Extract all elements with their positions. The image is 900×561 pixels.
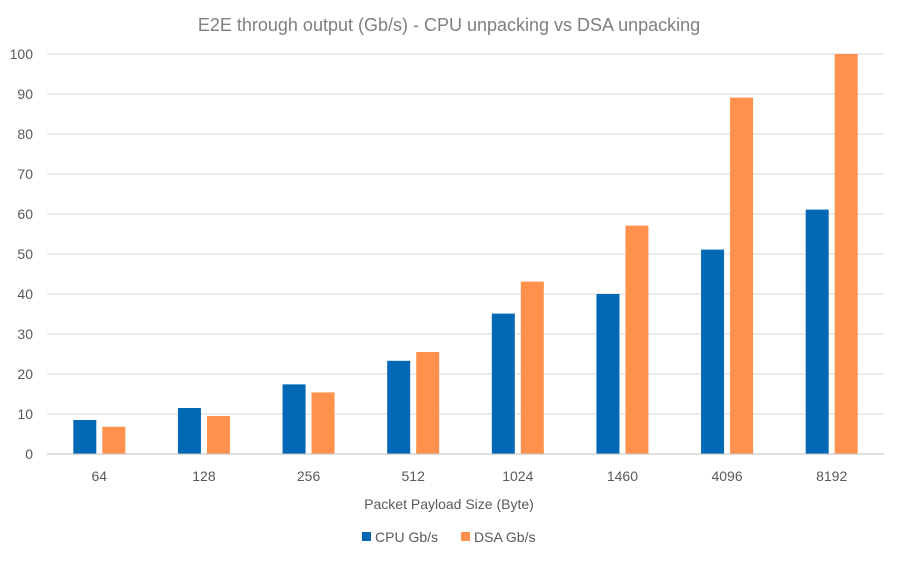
y-tick-label: 100 [10, 46, 34, 62]
bar-dsa-4096 [730, 97, 754, 454]
y-tick-label: 90 [17, 86, 33, 102]
y-tick-label: 40 [17, 286, 33, 302]
x-axis-ticks: 64 128 256 512 1024 1460 4096 8192 [92, 468, 848, 484]
legend-swatch-dsa [461, 532, 470, 541]
bar-cpu-4096 [701, 249, 725, 454]
bar-dsa-1460 [625, 225, 649, 454]
bar-cpu-64 [73, 420, 97, 454]
x-tick-label: 128 [192, 468, 216, 484]
x-tick-label: 4096 [711, 468, 742, 484]
bar-dsa-64 [102, 426, 126, 454]
y-tick-label: 10 [17, 406, 33, 422]
bar-dsa-128 [206, 416, 230, 454]
bar-cpu-256 [282, 384, 306, 454]
bar-cpu-8192 [805, 209, 829, 454]
bar-dsa-8192 [834, 54, 858, 454]
x-tick-label: 256 [297, 468, 321, 484]
bars [73, 54, 858, 454]
chart-title: E2E through output (Gb/s) - CPU unpackin… [198, 15, 700, 35]
x-tick-label: 1460 [607, 468, 638, 484]
legend-label-dsa: DSA Gb/s [474, 529, 535, 545]
y-tick-label: 20 [17, 366, 33, 382]
gridlines [47, 53, 884, 415]
bar-cpu-512 [387, 360, 411, 454]
bar-cpu-128 [177, 408, 201, 454]
bar-dsa-1024 [520, 281, 544, 454]
x-tick-label: 512 [402, 468, 426, 484]
y-tick-label: 60 [17, 206, 33, 222]
legend: CPU Gb/s DSA Gb/s [362, 529, 535, 545]
y-tick-label: 30 [17, 326, 33, 342]
bar-dsa-256 [311, 392, 335, 454]
bar-cpu-1024 [491, 313, 515, 454]
y-tick-label: 0 [25, 446, 33, 462]
y-axis-ticks: 0 10 20 30 40 50 60 70 80 90 100 [10, 46, 34, 462]
x-tick-label: 64 [92, 468, 108, 484]
bar-dsa-512 [416, 352, 440, 454]
bar-cpu-1460 [596, 294, 620, 454]
x-tick-label: 1024 [502, 468, 533, 484]
y-tick-label: 70 [17, 166, 33, 182]
x-axis-label: Packet Payload Size (Byte) [364, 496, 534, 512]
legend-swatch-cpu [362, 532, 371, 541]
y-tick-label: 80 [17, 126, 33, 142]
legend-label-cpu: CPU Gb/s [375, 529, 438, 545]
y-tick-label: 50 [17, 246, 33, 262]
x-tick-label: 8192 [816, 468, 847, 484]
